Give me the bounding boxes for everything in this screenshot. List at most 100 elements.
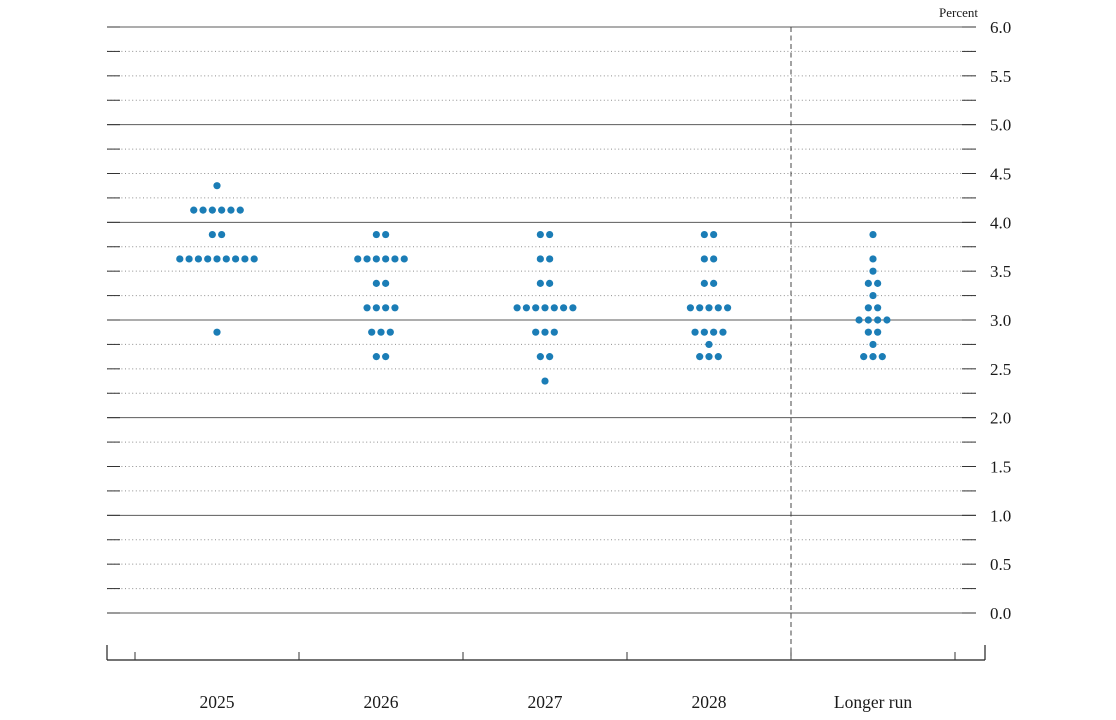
projection-dot: [382, 255, 390, 263]
x-axis-label: Longer run: [834, 692, 912, 712]
projection-dot: [874, 316, 882, 324]
projection-dot: [864, 279, 872, 287]
projection-dot: [696, 353, 704, 361]
projection-dot: [194, 255, 202, 263]
projection-dot: [363, 255, 371, 263]
projection-dot: [686, 304, 695, 312]
projection-dot: [536, 353, 544, 361]
projection-dot: [372, 255, 380, 263]
projection-dot: [700, 279, 708, 287]
percent-label: Percent: [939, 5, 978, 20]
projection-dot: [222, 255, 230, 263]
projection-dot: [176, 255, 184, 263]
projection-dot: [691, 328, 699, 336]
projection-dot: [218, 206, 226, 214]
projection-dot: [185, 255, 193, 263]
projection-dot: [213, 328, 221, 336]
projection-dot: [546, 255, 554, 263]
projection-dot: [710, 255, 718, 263]
projection-dot: [522, 304, 531, 312]
projection-dot: [532, 304, 540, 312]
y-axis-label: 4.0: [990, 213, 1011, 232]
projection-dot: [878, 353, 886, 361]
projection-dot: [227, 206, 235, 214]
projection-dot: [860, 353, 868, 361]
y-axis-label: 5.5: [990, 67, 1011, 86]
projection-dot: [541, 304, 549, 312]
y-axis-label: 4.5: [990, 165, 1011, 184]
projection-dot: [869, 267, 877, 275]
projection-dot: [724, 304, 732, 312]
y-axis-label: 2.0: [990, 409, 1011, 428]
projection-dot: [546, 279, 554, 287]
projection-dot: [864, 328, 872, 336]
projection-dot: [569, 304, 577, 312]
projection-dot: [232, 255, 240, 263]
projection-dot: [700, 328, 708, 336]
dots: [176, 182, 891, 385]
projection-dot: [864, 316, 872, 324]
y-axis-label: 3.5: [990, 262, 1011, 281]
axis-ticks: [107, 26, 976, 614]
dot-column-2028: [686, 230, 732, 361]
dot-column-2026: [354, 230, 408, 361]
projection-dot: [391, 304, 399, 312]
projection-dot: [372, 353, 380, 361]
projection-dot: [513, 304, 521, 312]
projection-dot: [368, 328, 376, 336]
y-axis-label: 1.5: [990, 458, 1011, 477]
projection-dot: [883, 316, 891, 324]
projection-dot: [377, 328, 385, 336]
projection-dot: [705, 353, 713, 361]
projection-dot: [372, 279, 380, 287]
projection-dot: [550, 328, 558, 336]
y-axis-label: 3.0: [990, 311, 1011, 330]
projection-dot: [372, 230, 380, 239]
projection-dot: [400, 255, 408, 263]
projection-dot: [710, 279, 718, 287]
projection-dot: [532, 328, 540, 336]
dot-column-longer-run: [855, 230, 891, 361]
projection-dot: [372, 304, 380, 312]
projection-dot: [550, 304, 558, 312]
y-axis-label: 0.5: [990, 555, 1011, 574]
projection-dot: [250, 255, 258, 263]
axes: [106, 27, 986, 661]
projection-dot: [199, 206, 207, 214]
x-axis-label: 2027: [528, 692, 563, 712]
projection-dot: [874, 304, 882, 312]
projection-dot: [714, 353, 722, 361]
projection-dot: [354, 255, 362, 263]
projection-dot: [855, 316, 863, 324]
y-axis-label: 2.5: [990, 360, 1011, 379]
projection-dot: [363, 304, 371, 312]
y-axis-label: 6.0: [990, 18, 1011, 37]
projection-dot: [382, 304, 390, 312]
projection-dot: [874, 279, 882, 287]
projection-dot: [190, 206, 198, 214]
projection-dot: [536, 255, 544, 263]
projection-dot: [710, 328, 718, 336]
projection-dot: [705, 304, 713, 312]
projection-dot: [236, 206, 244, 214]
projection-dot: [546, 230, 554, 239]
projection-dot: [714, 304, 722, 312]
x-axis-label: 2028: [692, 692, 727, 712]
projection-dot: [864, 304, 872, 312]
projection-dot: [536, 230, 544, 239]
projection-dot: [208, 206, 216, 214]
y-axis-label: 1.0: [990, 506, 1011, 525]
projection-dot: [213, 255, 221, 263]
projection-dot: [204, 255, 212, 263]
projection-dot: [541, 328, 549, 336]
dot-column-2025: [176, 182, 258, 336]
x-axis-label: 2025: [200, 692, 235, 712]
projection-dot: [696, 304, 704, 312]
projection-dot: [382, 230, 390, 239]
projection-dot: [382, 279, 390, 287]
projection-dot: [213, 182, 221, 190]
projection-dot: [719, 328, 727, 336]
projection-dot: [869, 353, 877, 361]
y-axis-label: 0.0: [990, 604, 1011, 623]
